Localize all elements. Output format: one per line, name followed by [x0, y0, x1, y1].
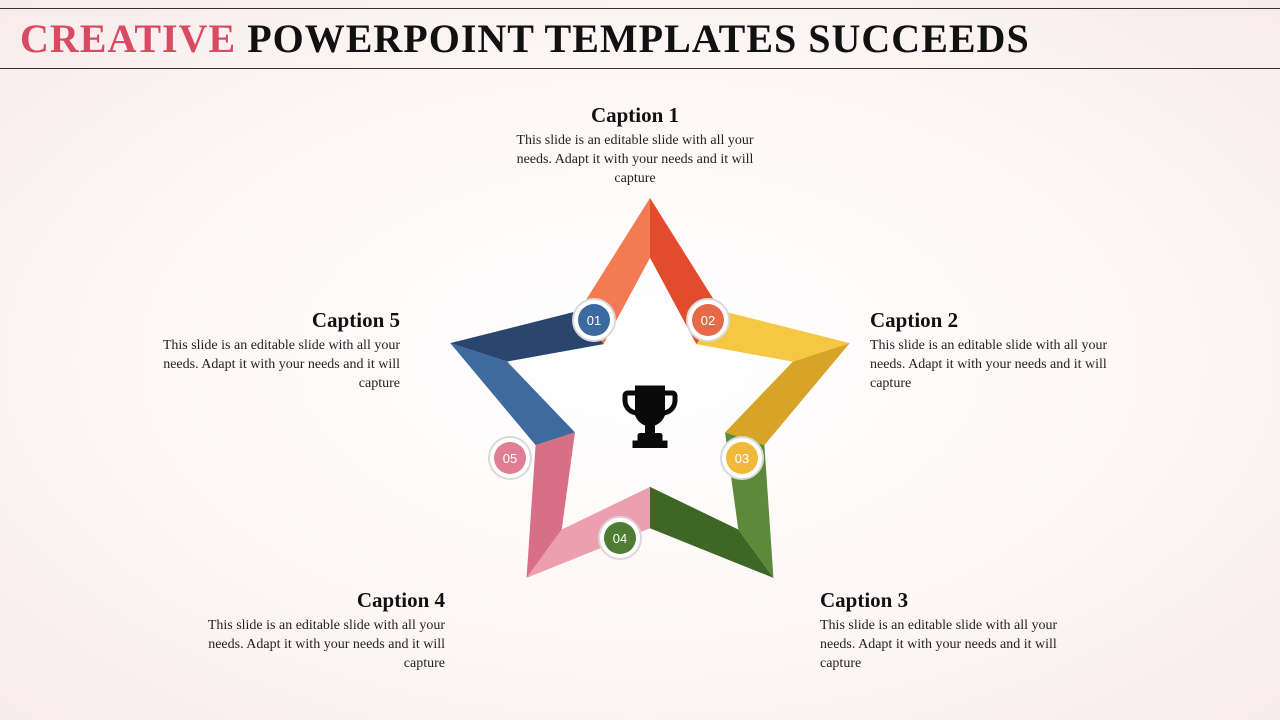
diagram-stage: 01 02 03 04 05 Caption 1 This slide is an edi…	[0, 8, 1280, 720]
number-badge: 01	[572, 298, 616, 342]
caption-block: Caption 3 This slide is an editable slide…	[820, 588, 1070, 674]
caption-title: Caption 2	[870, 308, 1120, 333]
caption-title: Caption 3	[820, 588, 1070, 613]
number-badge: 05	[488, 436, 532, 480]
trophy-icon	[610, 378, 690, 458]
caption-block: Caption 1 This slide is an editable slide…	[510, 103, 760, 189]
caption-title: Caption 4	[195, 588, 445, 613]
badge-number: 03	[726, 442, 758, 474]
caption-body: This slide is an editable slide with all…	[195, 617, 445, 674]
badge-number: 04	[604, 522, 636, 554]
caption-title: Caption 5	[150, 308, 400, 333]
caption-body: This slide is an editable slide with all…	[510, 132, 760, 189]
caption-title: Caption 1	[510, 103, 760, 128]
badge-number: 05	[494, 442, 526, 474]
caption-body: This slide is an editable slide with all…	[150, 337, 400, 394]
caption-body: This slide is an editable slide with all…	[820, 617, 1070, 674]
number-badge: 04	[598, 516, 642, 560]
badge-number: 02	[692, 304, 724, 336]
badge-number: 01	[578, 304, 610, 336]
caption-body: This slide is an editable slide with all…	[870, 337, 1120, 394]
number-badge: 03	[720, 436, 764, 480]
number-badge: 02	[686, 298, 730, 342]
caption-block: Caption 5 This slide is an editable slide…	[150, 308, 400, 394]
caption-block: Caption 4 This slide is an editable slide…	[195, 588, 445, 674]
caption-block: Caption 2 This slide is an editable slide…	[870, 308, 1120, 394]
